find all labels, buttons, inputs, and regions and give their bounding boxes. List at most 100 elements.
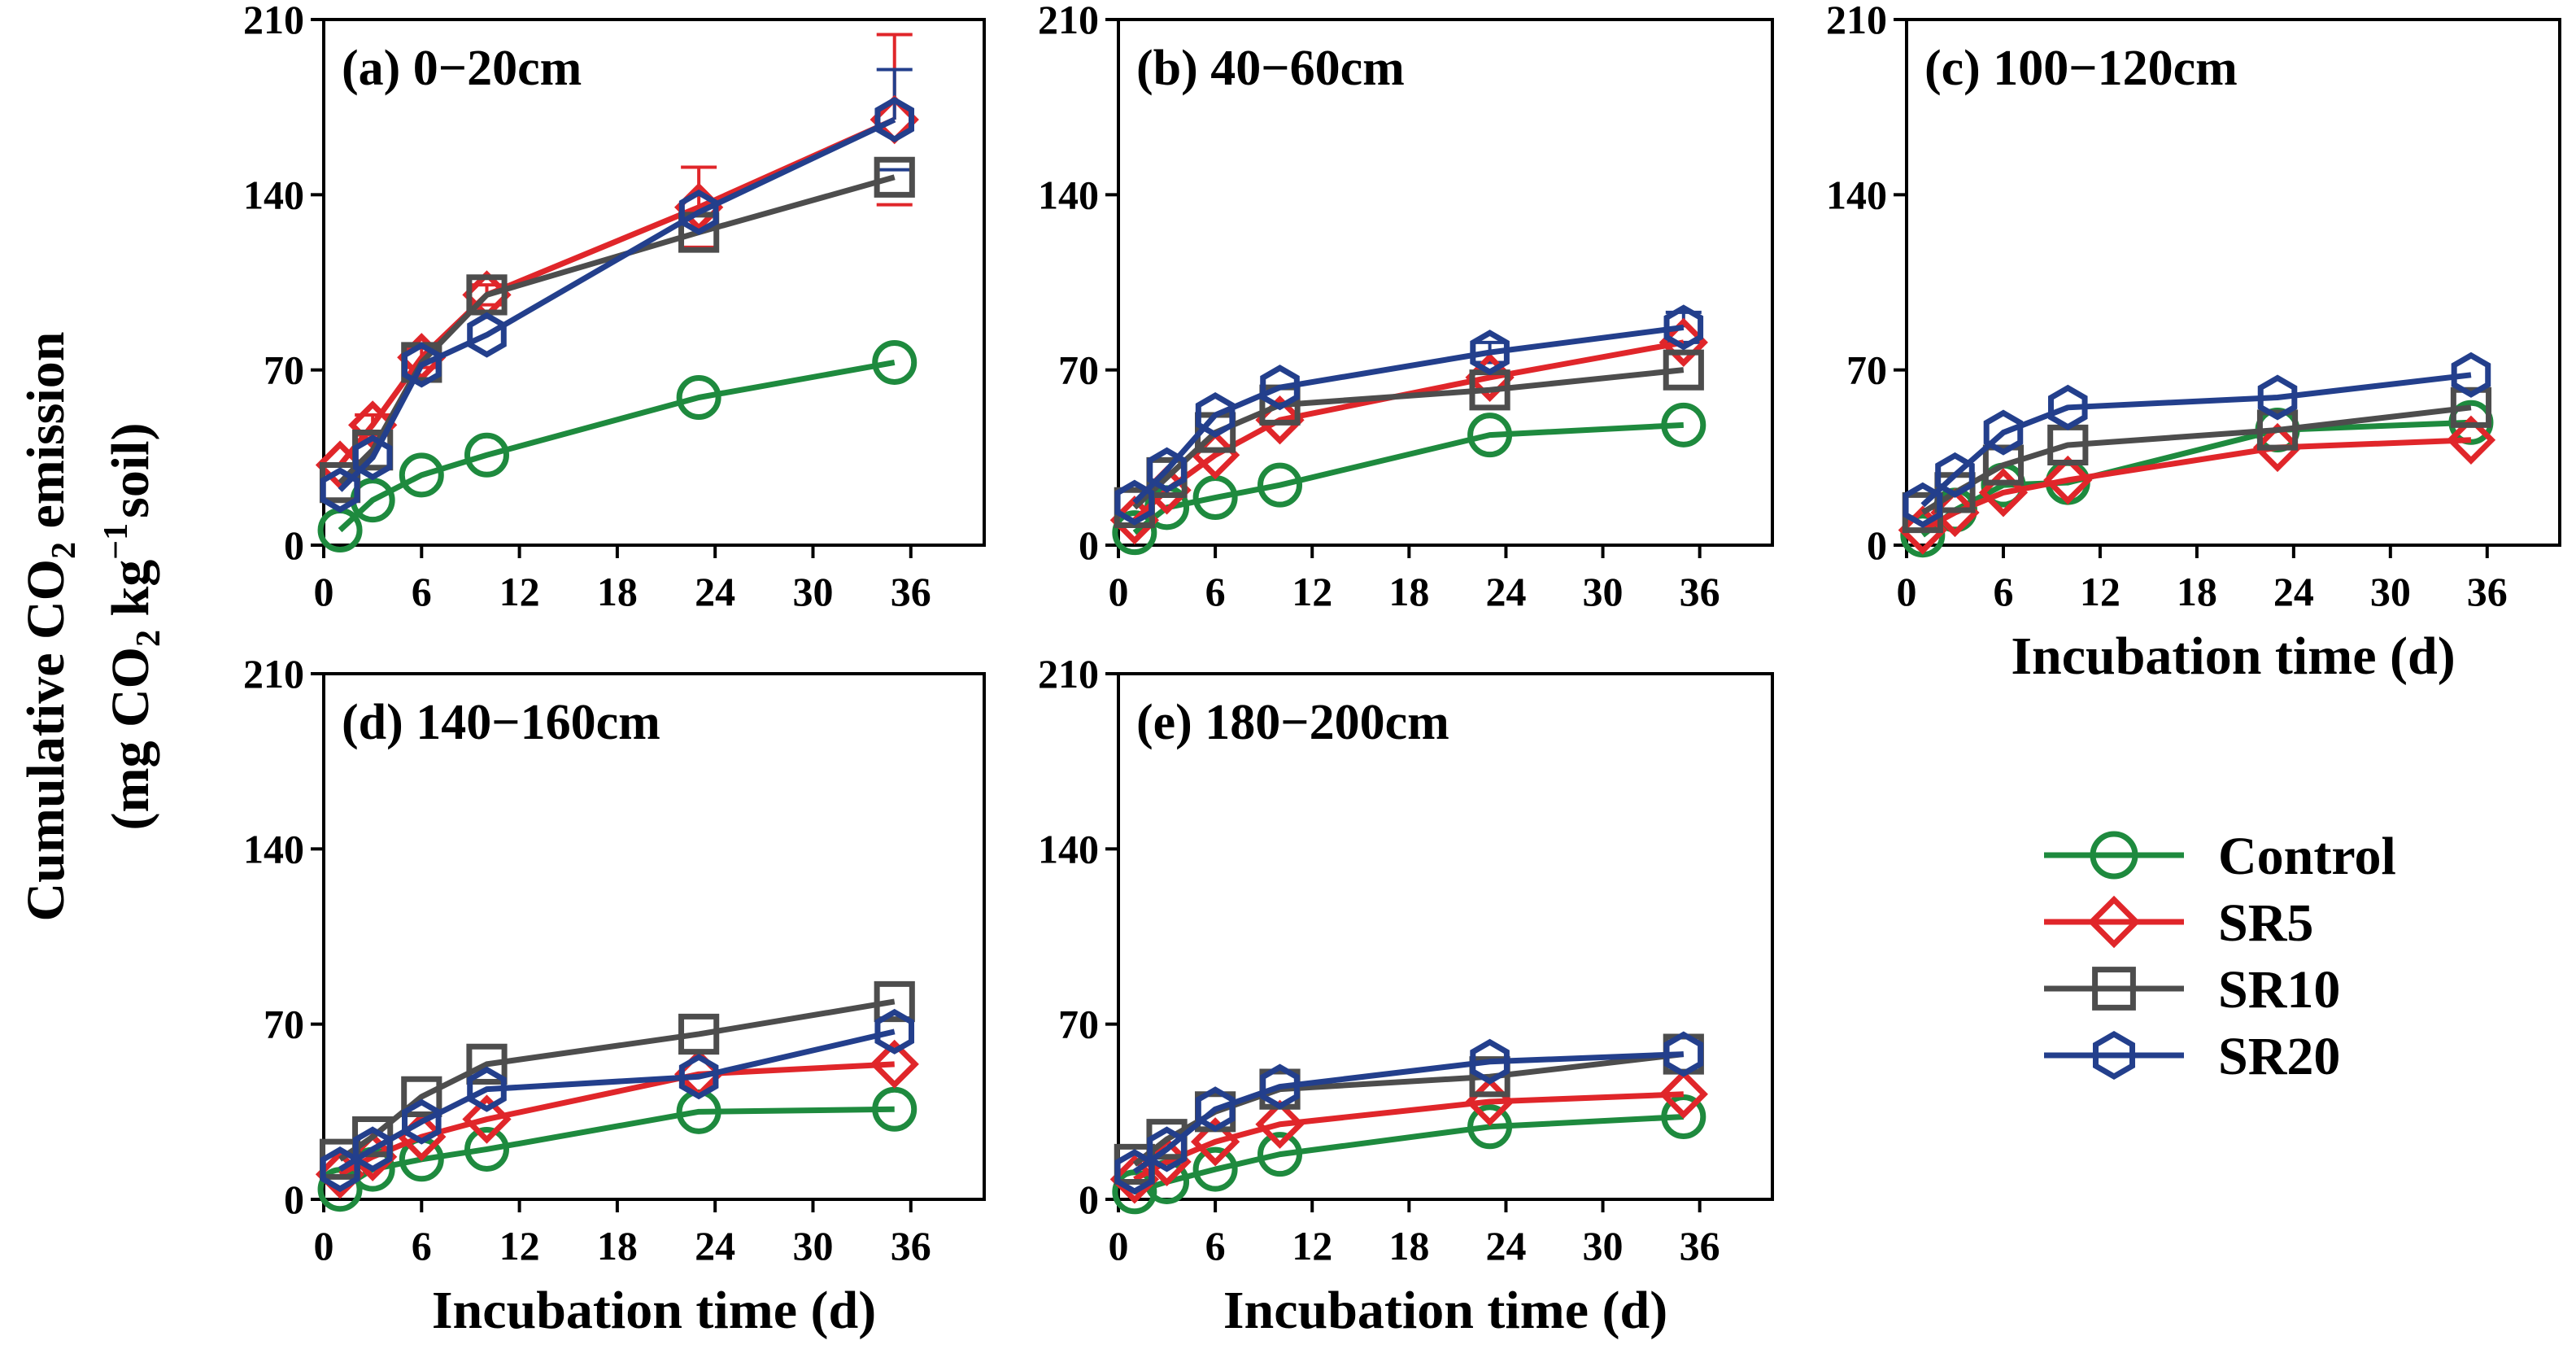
- plot-frame: [1905, 18, 2561, 547]
- data-point-sr20: [678, 189, 719, 235]
- data-point-sr5: [315, 1150, 365, 1199]
- data-point-sr20: [1935, 452, 1975, 498]
- x-tick-label: 24: [2273, 569, 2314, 614]
- y-axis-label-sub: 2: [46, 542, 83, 559]
- series-control: [1900, 400, 2494, 558]
- data-point-sr20: [2047, 384, 2088, 430]
- data-point-sr5: [1109, 1155, 1160, 1204]
- data-point-sr20: [1983, 409, 2024, 456]
- legend-marker-sr10: [2092, 967, 2136, 1011]
- x-axis-label: Incubation time (d): [2011, 627, 2455, 686]
- series-line-sr5: [338, 116, 896, 467]
- series-sr20: [1114, 1031, 1704, 1195]
- data-point-sr5: [1978, 468, 2029, 517]
- data-point-sr10: [466, 274, 508, 316]
- y-axis-label-text: kg: [101, 560, 160, 630]
- data-point-sr20: [1260, 365, 1300, 411]
- y-tick-label: 70: [264, 347, 304, 393]
- y-axis-label-text: emission: [16, 331, 76, 542]
- data-point-control: [464, 1126, 509, 1172]
- data-point-sr10: [874, 156, 915, 198]
- y-axis-label-text: Cumulative CO: [16, 559, 76, 922]
- data-point-sr20: [352, 434, 393, 481]
- x-tick-label: 18: [597, 1223, 638, 1268]
- data-point-sr20: [1663, 304, 1704, 351]
- data-point-sr20: [467, 1066, 507, 1112]
- x-tick-label: 36: [891, 569, 931, 614]
- series-line-control: [1133, 1113, 1684, 1195]
- panel-e: 0 70 140 210 0 6 12 18 24 30 36 (e) 180−200cm Incuba…: [1038, 651, 1774, 1340]
- series-control: [317, 339, 918, 553]
- data-point-sr10: [1663, 349, 1704, 391]
- series-line-sr10: [1132, 367, 1685, 510]
- x-tick-label: 30: [792, 1223, 833, 1268]
- data-point-sr20: [678, 1054, 719, 1100]
- y-tick-label: 0: [284, 522, 304, 568]
- legend-label-sr10: SR10: [2218, 960, 2340, 1020]
- x-tick-label: 0: [1109, 1223, 1129, 1268]
- y-tick-label: 140: [243, 172, 304, 217]
- y-tick-label: 0: [1079, 522, 1099, 568]
- series-sr5: [1898, 415, 2496, 555]
- series-line-sr20: [338, 116, 896, 492]
- y-tick-label: 140: [1038, 172, 1099, 217]
- figure-ylabel: Cumulative CO2 emission(mg CO2 kg−1soil): [16, 331, 168, 921]
- x-tick-label: 30: [1583, 569, 1624, 614]
- data-point-control: [872, 1086, 918, 1132]
- data-point-sr5: [2252, 422, 2303, 473]
- x-tick-label: 24: [1485, 1223, 1526, 1268]
- data-point-control: [399, 452, 444, 498]
- series-sr5: [315, 94, 919, 490]
- x-tick-label: 18: [1388, 1223, 1429, 1268]
- x-tick-label: 0: [314, 1223, 334, 1268]
- data-point-sr20: [1470, 330, 1510, 376]
- panel-b: 0 70 140 210 0 6 12 18 24 30 36 (b) 40−60cm: [1038, 0, 1774, 614]
- data-point-sr20: [2257, 374, 2298, 421]
- x-tick-label: 36: [891, 1223, 931, 1268]
- series-line-sr5: [338, 1061, 895, 1177]
- panel-a: 0 70 140 210 0 6 12 18 24 30 36 (a) 0−20cm: [243, 0, 986, 614]
- plot-frame: [1117, 672, 1774, 1201]
- legend-label-control: Control: [2218, 827, 2396, 886]
- y-tick-label: 210: [1038, 0, 1099, 42]
- x-tick-label: 36: [1680, 1223, 1720, 1268]
- x-tick-label: 12: [1292, 569, 1332, 614]
- data-point-sr20: [1663, 1031, 1704, 1077]
- legend-item-sr20: SR20: [2044, 1027, 2340, 1086]
- series-line-sr20: [1132, 324, 1685, 505]
- y-tick-label: 70: [1058, 347, 1099, 393]
- legend-label-sr5: SR5: [2218, 893, 2313, 953]
- panel-title: (d) 140−160cm: [342, 695, 660, 750]
- x-tick-label: 24: [1485, 569, 1526, 614]
- data-point-sr20: [352, 1126, 393, 1172]
- data-point-sr5: [1190, 1117, 1240, 1167]
- data-point-sr20: [874, 97, 915, 143]
- data-point-sr20: [1147, 447, 1187, 493]
- panel-title: (a) 0−20cm: [342, 41, 582, 96]
- plot-frame: [1117, 18, 1774, 547]
- x-tick-label: 12: [1292, 1223, 1332, 1268]
- data-point-sr10: [678, 212, 720, 253]
- series-line-sr10: [1920, 404, 2472, 515]
- panel-title: (c) 100−120cm: [1924, 41, 2238, 96]
- data-point-control: [676, 375, 721, 421]
- x-tick-label: 36: [2467, 569, 2508, 614]
- x-tick-label: 24: [695, 569, 735, 614]
- data-point-control: [1257, 462, 1303, 508]
- series-sr20: [320, 97, 915, 513]
- data-point-control: [464, 432, 509, 478]
- data-point-control: [317, 1167, 363, 1212]
- data-point-sr20: [874, 1008, 915, 1055]
- plot-frame: [322, 672, 986, 1201]
- x-tick-label: 30: [1583, 1223, 1624, 1268]
- panel-d: 0 70 140 210 0 6 12 18 24 30 36 (d) 140−160cm Incuba…: [243, 651, 986, 1340]
- x-tick-label: 6: [1205, 1223, 1226, 1268]
- y-axis-label-text: (mg CO: [101, 647, 160, 830]
- y-axis-label-line1: Cumulative CO2 emission: [16, 331, 83, 921]
- series-line-sr20: [338, 1028, 896, 1172]
- plot-frame: [322, 18, 986, 547]
- x-tick-label: 12: [499, 1223, 540, 1268]
- x-tick-label: 0: [1109, 569, 1129, 614]
